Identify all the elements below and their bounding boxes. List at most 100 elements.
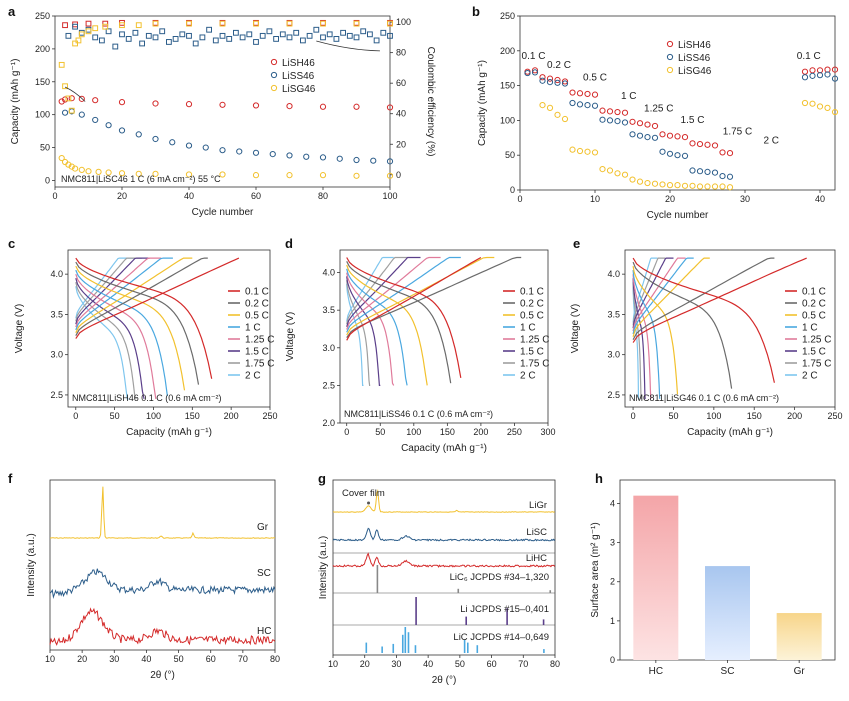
- panel-e-xtick-label: 150: [747, 411, 762, 421]
- panel-b-point: [561, 78, 569, 85]
- panel-b-point: [554, 79, 561, 86]
- panel-a-ce-point: [199, 34, 206, 41]
- panel-a-capacity-point: [386, 158, 394, 165]
- panel-h-category-label: Gr: [794, 666, 806, 677]
- panel-e-xtick-label: 50: [668, 411, 678, 421]
- panel-a-ytick-label: 0: [45, 175, 50, 185]
- panel-e-annotation: NMC811|LiSG46 0.1 C (0.6 mA cm⁻²): [629, 393, 779, 403]
- panel-a-ce-point: [367, 31, 373, 38]
- panel-a-capacity-point: [336, 155, 343, 162]
- panel-a-ce-point: [387, 20, 393, 27]
- panel-d-xtick-label: 250: [507, 427, 522, 437]
- panel-a-ce-point: [387, 32, 393, 39]
- panel-b-ytick-label: 100: [500, 115, 515, 125]
- panel-b-point: [816, 103, 824, 110]
- panel-a-ylabel: Capacity (mAh g⁻¹): [10, 59, 21, 145]
- panel-b-ytick-label: 150: [500, 81, 515, 91]
- panel-a-capacity-point: [169, 139, 176, 146]
- panel-h-category-label: SC: [721, 666, 735, 677]
- panel-g-curve-label: LiGr: [529, 500, 547, 511]
- panel-f-curve-hc: [49, 607, 276, 646]
- panel-c-legend-label: 1.75 C: [245, 359, 274, 370]
- panel-d-xlabel: Capacity (mAh g⁻¹): [401, 443, 487, 454]
- panel-a-capacity-point: [68, 95, 75, 102]
- panel-g-xtick-label: 30: [391, 659, 401, 669]
- panel-a-capacity-point: [286, 172, 293, 179]
- panel-b-legend-marker: [666, 66, 674, 74]
- panel-d-annotation: NMC811|LiSS46 0.1 C (0.6 mA cm⁻²): [344, 409, 493, 419]
- panel-a-ce-point: [62, 83, 68, 90]
- panel-a-capacity-point: [58, 98, 65, 105]
- panel-g-xtick-label: 80: [550, 659, 560, 669]
- panel-a-ytick-label: 200: [35, 44, 50, 54]
- panel-b-point: [629, 118, 636, 125]
- panel-b-point: [599, 166, 606, 173]
- panel-a-letter: a: [8, 4, 16, 19]
- panel-d-charge-curve: [346, 256, 461, 333]
- panel-a-capacity-point: [252, 149, 260, 156]
- panel-b-point: [689, 167, 696, 174]
- panel-e-legend-label: 1.75 C: [802, 359, 831, 370]
- panel-e-xtick-label: 100: [706, 411, 721, 421]
- panel-b-point: [824, 71, 831, 78]
- panel-a-ce-point: [152, 20, 159, 27]
- panel-a-capacity-point: [68, 163, 75, 170]
- panel-c-charge-curve: [75, 257, 208, 336]
- panel-f-xtick-label: 20: [77, 654, 87, 664]
- panel-e-discharge-curve: [632, 265, 679, 395]
- panel-c-discharge-curve: [75, 257, 213, 379]
- panel-e-discharge-curve: [632, 274, 652, 399]
- panel-d-legend-label: 2 C: [520, 371, 536, 382]
- panel-a-ce-point: [353, 34, 360, 41]
- panel-a-ce-point: [286, 20, 293, 27]
- panel-b-xtick-label: 0: [517, 194, 522, 204]
- panel-b-point: [801, 99, 809, 107]
- panel-f: f 10 20 30 40 50 60 70 80 2θ (°) Intensity (a.u.) G…: [8, 471, 280, 681]
- panel-a-capacity-point: [252, 102, 260, 109]
- panel-a-ce-point: [373, 37, 380, 44]
- panel-a-ytick-label: 100: [35, 110, 50, 120]
- panel-a-ce-point: [92, 34, 99, 41]
- panel-g-xtick-label: 10: [328, 659, 338, 669]
- panel-a-legend-label: LiSG46: [282, 84, 316, 95]
- panel-a-capacity-point: [286, 152, 293, 159]
- panel-a-ce-point: [132, 29, 139, 36]
- panel-a-ce-point: [253, 39, 259, 45]
- panel-b-legend-marker: [666, 40, 674, 48]
- panel-b-rate-label: 1.5 C: [681, 115, 705, 126]
- panel-b-point: [636, 132, 644, 139]
- panel-c-xtick-label: 50: [110, 411, 120, 421]
- panel-a-ce-point: [99, 37, 105, 44]
- panel-g-xtick-label: 70: [518, 659, 528, 669]
- panel-a-ce-point: [102, 23, 109, 30]
- panel-a-capacity-point: [105, 169, 112, 176]
- panel-a-capacity-point: [78, 95, 85, 102]
- panel-e-charge-curve: [632, 257, 666, 326]
- panel-b-point: [824, 104, 831, 111]
- panel-b-point: [704, 168, 711, 176]
- panel-d-ytick-label: 2.5: [322, 380, 335, 390]
- panel-d-charge-curve: [346, 256, 522, 338]
- panel-b-point: [704, 141, 711, 148]
- panel-a-ce-point: [266, 28, 273, 35]
- panel-b-point: [659, 148, 666, 155]
- panel-a-ce-point: [326, 31, 333, 38]
- panel-b-rate-label: 0.1 C: [797, 51, 821, 62]
- panel-b-point: [546, 104, 554, 111]
- panel-b-point: [659, 131, 666, 138]
- panel-a-ce-point: [253, 20, 259, 27]
- panel-b-point: [674, 152, 681, 159]
- panel-a-ytick-label: 250: [35, 11, 50, 21]
- panel-a-ce-point: [380, 29, 387, 36]
- panel-b-point: [711, 142, 719, 149]
- panel-a-ce-point: [293, 29, 300, 36]
- panel-d-ytick-label: 2.0: [322, 418, 335, 428]
- panel-b-point: [629, 131, 636, 138]
- panel-f-xtick-label: 60: [206, 654, 216, 664]
- panel-b-point: [689, 140, 696, 147]
- panel-a-capacity-point: [353, 103, 360, 110]
- panel-h-ytick-label: 2: [610, 577, 615, 587]
- panel-e-xtick-label: 250: [827, 411, 842, 421]
- panel-b-point: [561, 115, 569, 123]
- panel-a-y2tick-label: 0: [396, 170, 401, 180]
